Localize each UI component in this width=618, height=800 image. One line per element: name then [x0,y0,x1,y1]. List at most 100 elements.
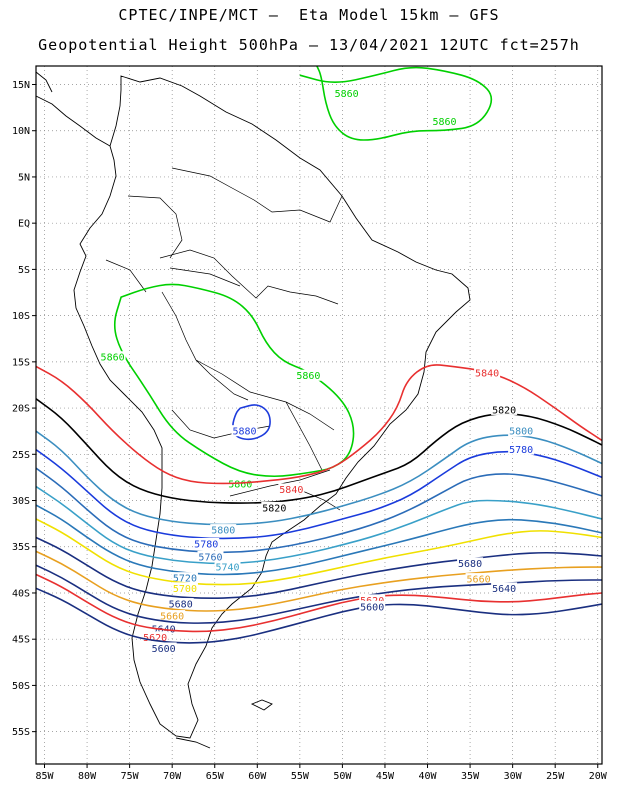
contour-label-5660: 5660 [160,612,184,623]
x-tick-label: 80W [78,771,97,782]
x-tick-label: 20W [589,771,608,782]
y-tick-label: 55S [12,727,30,738]
y-tick-label: 5N [18,172,30,183]
contour-label-bg [295,369,322,381]
contour-label-bg [171,572,198,584]
contour-label-bg [99,351,126,363]
contour-label-5740: 5740 [215,563,239,574]
contour-label-bg [474,366,501,378]
x-tick-label: 55W [291,771,310,782]
contour-label-bg [359,594,386,606]
y-tick-label: 50S [12,681,30,692]
y-tick-label: 45S [12,635,30,646]
contour-5700 [36,518,602,586]
x-tick-label: 50W [333,771,352,782]
contour-5720 [36,504,602,576]
y-tick-label: 25S [12,450,30,461]
y-tick-label: 20S [12,404,30,415]
contour-label-5820: 5820 [492,405,516,416]
y-tick-label: 40S [12,588,30,599]
contour-label-5760: 5760 [198,552,222,563]
contour-label-bg [167,598,194,610]
y-tick-label: EQ [18,219,30,230]
contour-5860 [299,66,493,141]
contour-label-5840: 5840 [475,368,499,379]
contour-label-5600: 5600 [360,602,384,613]
contour-5740 [36,485,602,565]
y-tick-label: 15N [12,80,30,91]
x-tick-label: 25W [546,771,565,782]
grid-lines [36,66,602,764]
x-tick-label: 75W [121,771,140,782]
central-america-coastline [36,95,111,147]
contour-label-bg [193,537,220,549]
contour-5800 [36,430,602,526]
contour-label-bg [465,573,492,585]
contour-label-5660: 5660 [467,575,491,586]
tierra-del-fuego [175,737,211,749]
falkland-islands [250,699,273,711]
contour-label-5720: 5720 [173,574,197,585]
contour-label-5860: 5860 [432,117,456,128]
country-borders [105,167,343,511]
contour-label-5860: 5860 [296,371,320,382]
x-tick-label: 70W [163,771,182,782]
contour-5760 [36,467,602,554]
contour-label-bg [491,582,518,594]
y-tick-label: 30S [12,496,30,507]
contour-label-5840: 5840 [279,485,303,496]
contour-label-5880: 5880 [232,427,256,438]
contour-label-bg [359,600,386,612]
contour-label-bg [197,550,224,562]
contour-label-5800: 5800 [509,427,533,438]
contour-label-bg [457,557,484,569]
contour-label-bg [278,483,305,495]
contour-label-5620: 5620 [143,633,167,644]
contour-label-5860: 5860 [335,89,359,100]
x-tick-label: 40W [418,771,437,782]
contour-5780 [36,449,602,540]
contour-5600 [36,587,602,644]
coastlines [36,71,471,749]
x-tick-label: 35W [461,771,480,782]
map-frame [35,65,603,765]
x-tick-label: 30W [504,771,523,782]
contour-label-5780: 5780 [509,445,533,456]
contour-label-bg [150,642,177,654]
x-tick-label: 45W [376,771,395,782]
yucatan-coastline [36,71,53,93]
y-tick-label: 10N [12,126,30,137]
y-tick-label: 15S [12,357,30,368]
contour-label-bg [142,631,169,643]
contour-label-bg [431,115,458,127]
south-america-coastline [73,75,471,739]
chart-title-line2: Geopotential Height 500hPa – 13/04/2021 … [38,36,580,54]
contour-5840 [36,364,602,485]
contour-label-bg [508,443,535,455]
chart-title-line1: CPTEC/INPE/MCT – Eta Model 15km – GFS [118,6,500,24]
contour-label-bg [333,87,360,99]
y-tick-label: 10S [12,311,30,322]
contour-label-5860: 5860 [228,479,252,490]
x-tick-label: 60W [248,771,267,782]
contour-label-5640: 5640 [492,584,516,595]
contour-label-5800: 5800 [211,526,235,537]
contour-label-5860: 5860 [101,353,125,364]
contour-5620 [36,573,602,633]
contour-label-bg [150,623,177,635]
y-tick-label: 35S [12,542,30,553]
x-tick-label: 65W [206,771,225,782]
contour-label-5680: 5680 [458,559,482,570]
contour-label-bg [214,561,241,573]
contour-5860 [113,283,355,478]
contour-label-bg [261,501,288,513]
contour-label-bg [231,425,258,437]
contour-label-5680: 5680 [169,600,193,611]
contour-label-5700: 5700 [173,584,197,595]
contour-5660 [36,550,602,612]
x-tick-label: 85W [35,771,54,782]
contour-label-bg [171,582,198,594]
contour-label-5820: 5820 [262,503,286,514]
y-tick-label: 5S [18,265,30,276]
